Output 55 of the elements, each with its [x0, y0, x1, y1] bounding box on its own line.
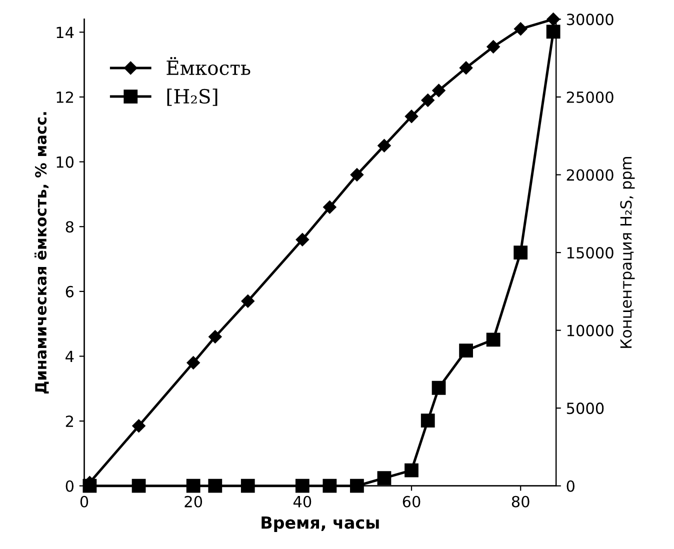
point [546, 24, 560, 39]
x-tick-label: 80 [512, 496, 530, 508]
point [432, 380, 446, 395]
point [514, 22, 528, 36]
point [82, 478, 97, 493]
y2-tick-label: 15000 [567, 247, 614, 259]
y2-tick-label: 30000 [566, 14, 614, 26]
y-tick-label: 14 [56, 26, 74, 38]
point [486, 332, 500, 347]
point [459, 61, 473, 74]
point [486, 40, 500, 54]
y-axis-title: Динамическая ёмкость, % масс. [34, 112, 49, 394]
legend-label: Ёмкость [166, 56, 250, 76]
y-tick-label: 10 [56, 156, 74, 168]
point [421, 94, 434, 107]
legend-label: [H₂S] [167, 88, 218, 106]
point [350, 478, 364, 493]
point [404, 110, 418, 124]
point [132, 419, 146, 432]
point [377, 471, 392, 486]
x-tick-label: 0 [80, 496, 88, 508]
point [186, 356, 200, 370]
y-tick-label: 6 [66, 286, 74, 298]
point [208, 478, 222, 493]
point [514, 246, 528, 260]
y-tick-label: 4 [66, 350, 74, 362]
point [208, 330, 222, 344]
x-tick-label: 40 [293, 496, 312, 508]
x-tick-label: 60 [402, 496, 420, 508]
x-tick-label: 20 [184, 496, 202, 508]
y2-tick-label: 25000 [566, 91, 614, 104]
point [378, 139, 391, 152]
point [240, 478, 255, 493]
y-tick-label: 0 [66, 480, 74, 492]
y-tick-label: 2 [66, 416, 73, 427]
point [432, 84, 446, 98]
point [241, 294, 254, 308]
point [323, 200, 336, 214]
point [295, 478, 310, 493]
x-axis-title: Время, часы [262, 516, 379, 532]
point [404, 463, 418, 478]
point [296, 232, 310, 246]
y-tick-label: 12 [56, 91, 73, 103]
y2-axis-title: Концентрация H₂S, ppm [620, 157, 635, 348]
y2-tick-label: 10000 [567, 324, 614, 336]
point [420, 414, 435, 428]
y2-tick-label: 20000 [566, 169, 614, 181]
y2-tick-label: 5000 [566, 402, 604, 414]
point [322, 478, 337, 493]
point [186, 478, 200, 493]
y-tick-label: 8 [66, 221, 74, 233]
point [132, 478, 146, 493]
y2-tick-label: 0 [566, 480, 574, 492]
point [350, 168, 364, 182]
point [459, 344, 473, 358]
